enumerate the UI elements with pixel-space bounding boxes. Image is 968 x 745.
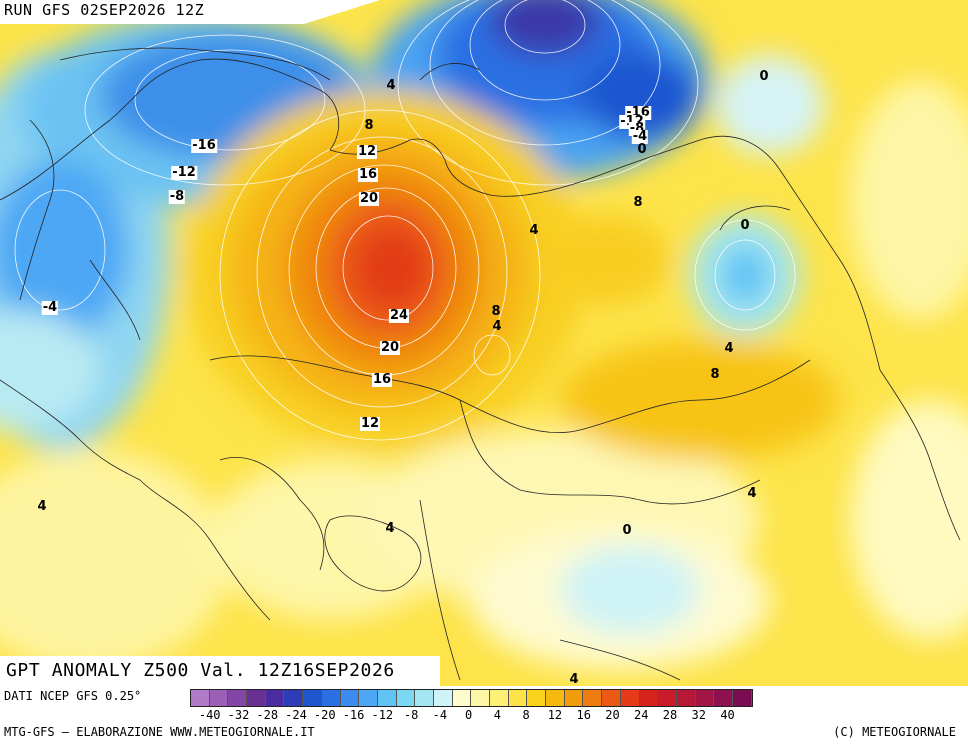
contour-label: 4 [747, 486, 757, 501]
contour-label: 4 [569, 672, 579, 687]
colorbar-swatch [732, 690, 752, 706]
contour-label: 8 [364, 118, 374, 133]
credit-right: (C) METEOGIORNALE [833, 725, 956, 739]
anomaly-map: RUN GFS 02SEP2026 12Z 4 8 12 16 20 24 20… [0, 0, 968, 686]
colorbar-tick-label: 8 [522, 708, 530, 722]
colorbar-swatch [639, 690, 659, 706]
colorbar-tick-label: 4 [493, 708, 502, 722]
colorbar-tick-label: 40 [720, 708, 735, 722]
colorbar-tick-label: -32 [227, 708, 250, 722]
colorbar-tick-label: 16 [576, 708, 591, 722]
contour-label: 12 [359, 416, 381, 431]
contour-label: 16 [371, 372, 393, 387]
colorbar-swatch [433, 690, 453, 706]
colorbar-tick-label: -4 [432, 708, 448, 722]
colorbar-swatch [676, 690, 696, 706]
colorbar-swatch [490, 690, 509, 706]
contour-label: 0 [740, 218, 750, 233]
colorbar-tick-label: -40 [198, 708, 221, 722]
data-source: DATI NCEP GFS 0.25° [4, 689, 142, 703]
colorbar-swatch [284, 690, 304, 706]
colorbar-swatch [321, 690, 341, 706]
contour-label: 8 [710, 367, 720, 382]
contour-label: 16 [357, 167, 379, 182]
contour-label: 4 [492, 319, 502, 334]
colorbar-tick-label: 12 [547, 708, 563, 722]
colorbar-swatch [265, 690, 285, 706]
colorbar-swatch [209, 690, 229, 706]
colorbar-tick-label: 0 [465, 708, 473, 722]
colorbar-swatch [508, 690, 528, 706]
colorbar-tick-label: 32 [691, 708, 707, 722]
contour-label: 4 [529, 223, 539, 238]
colorbar-swatch [527, 690, 547, 706]
contour-label: -8 [168, 189, 186, 204]
colorbar-tick-label: -20 [313, 708, 336, 722]
colorbar-swatch [359, 690, 378, 706]
colorbar-swatch [602, 690, 621, 706]
contour-label: 12 [356, 144, 378, 159]
run-banner [0, 0, 380, 24]
colorbar-tick-label: -28 [256, 708, 279, 722]
colorbar-tick-label: 28 [662, 708, 678, 722]
colorbar-tick-label: -16 [342, 708, 365, 722]
colorbar-swatch [714, 690, 733, 706]
contour-label: 4 [724, 341, 734, 356]
contour-label: 24 [388, 308, 410, 323]
contour-label: 8 [633, 195, 643, 210]
colorbar-tick-label: 24 [634, 708, 649, 722]
contour-label: 20 [379, 340, 401, 355]
colorbar-swatch [377, 690, 397, 706]
credit-left: MTG-GFS – ELABORAZIONE WWW.METEOGIORNALE… [4, 725, 315, 739]
colorbar-swatch [546, 690, 565, 706]
colorbar [190, 689, 753, 707]
colorbar-swatch [583, 690, 603, 706]
colorbar-swatch [396, 690, 416, 706]
colorbar-swatch [228, 690, 248, 706]
title-box [0, 656, 440, 686]
colorbar-swatch [247, 690, 266, 706]
contour-label: 0 [622, 523, 632, 538]
colorbar-swatch [658, 690, 677, 706]
contour-label: -4 [41, 300, 59, 315]
colorbar-swatch [471, 690, 490, 706]
contour-label: -16 [191, 138, 217, 153]
colorbar-swatch [452, 690, 472, 706]
colorbar-tick-label: -12 [371, 708, 394, 722]
colorbar-swatch [620, 690, 640, 706]
contour-label: 0 [759, 69, 769, 84]
colorbar-swatch [303, 690, 322, 706]
contour-label: 0 [637, 142, 647, 157]
colorbar-tick-label: -24 [285, 708, 307, 722]
contour-label: 4 [386, 78, 396, 93]
colorbar-swatch [191, 690, 210, 706]
colorbar-swatch [564, 690, 584, 706]
colorbar-tick-label: -8 [403, 708, 419, 722]
contour-label: -12 [171, 165, 197, 180]
run-label: RUN GFS 02SEP2026 12Z [4, 1, 205, 19]
map-title: GPT ANOMALY Z500 Val. 12Z16SEP2026 [6, 660, 395, 681]
anomaly-field [0, 0, 968, 686]
contour-label: 20 [358, 191, 380, 206]
colorbar-tick-label: 20 [605, 708, 620, 722]
colorbar-swatch [695, 690, 715, 706]
contour-label: 8 [491, 304, 501, 319]
contour-label: 4 [37, 499, 47, 514]
colorbar-swatch [415, 690, 434, 706]
contour-label: -4 [631, 129, 649, 144]
contour-label: 4 [385, 521, 395, 536]
colorbar-swatch [340, 690, 360, 706]
